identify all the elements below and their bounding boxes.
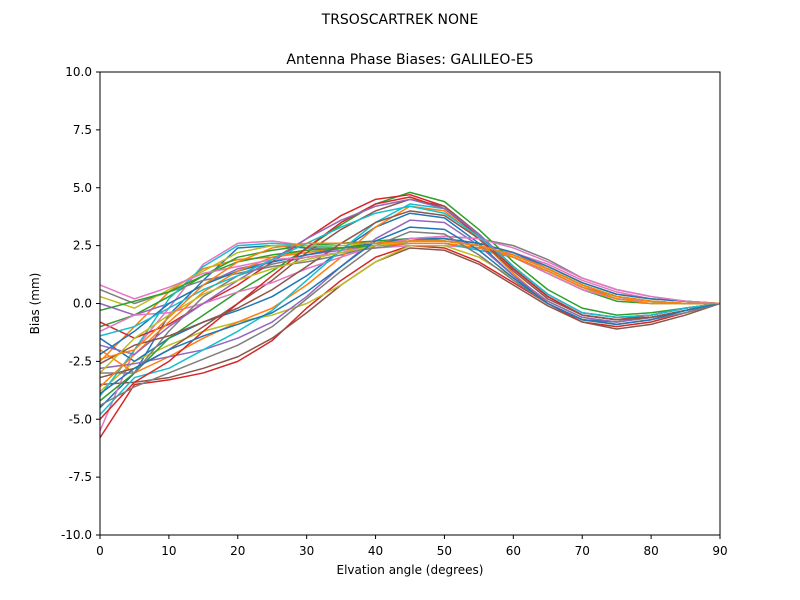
x-tick-label: 0 (96, 544, 104, 558)
series-line-6 (99, 247, 721, 386)
x-axis-label: Elvation angle (degrees) (337, 563, 484, 577)
y-tick-label: -2.5 (69, 354, 92, 368)
x-tick-label: 20 (230, 544, 245, 558)
y-tick-label: 0.0 (73, 297, 92, 311)
series-layer (99, 191, 721, 439)
series-line-13 (99, 191, 721, 402)
y-tick-label: -10.0 (61, 528, 92, 542)
x-tick-label: 90 (712, 544, 727, 558)
series-line-27 (99, 235, 721, 305)
x-tick-label: 30 (299, 544, 314, 558)
y-axis-label: Bias (mm) (28, 273, 42, 335)
x-tick-label: 50 (437, 544, 452, 558)
series-line-16 (99, 198, 721, 379)
y-tick-label: -7.5 (69, 470, 92, 484)
y-tick-label: 2.5 (73, 239, 92, 253)
series-line-18 (100, 242, 720, 374)
y-tick-label: 5.0 (73, 181, 92, 195)
series-line-21 (99, 237, 721, 356)
series-line-26 (99, 210, 721, 365)
series-line-30 (99, 205, 721, 337)
y-axis: -10.0 -7.5 -5.0 -2.5 0.0 2.5 5.0 7.5 10.0 (61, 65, 100, 542)
plot-frame (99, 71, 721, 536)
series-line-24 (99, 196, 721, 420)
series-line-32 (99, 240, 720, 360)
x-tick-label: 60 (506, 544, 521, 558)
y-tick-label: 7.5 (73, 123, 92, 137)
x-tick-label: 40 (368, 544, 383, 558)
series-line-3 (99, 237, 720, 328)
x-tick-label: 80 (643, 544, 658, 558)
y-tick-label: -5.0 (69, 412, 92, 426)
series-line-4 (99, 244, 721, 439)
series-line-31 (99, 226, 721, 395)
series-line-22 (99, 242, 720, 388)
y-tick-label: 10.0 (65, 65, 92, 79)
x-tick-label: 70 (575, 544, 590, 558)
x-tick-label: 10 (161, 544, 176, 558)
chart-title: Antenna Phase Biases: GALILEO-E5 (286, 52, 533, 68)
figure-suptitle: TRSOSCARTREK NONE (321, 12, 479, 28)
series-line-11 (99, 212, 721, 363)
x-axis: 0 10 20 30 40 50 60 70 80 90 (96, 535, 728, 558)
